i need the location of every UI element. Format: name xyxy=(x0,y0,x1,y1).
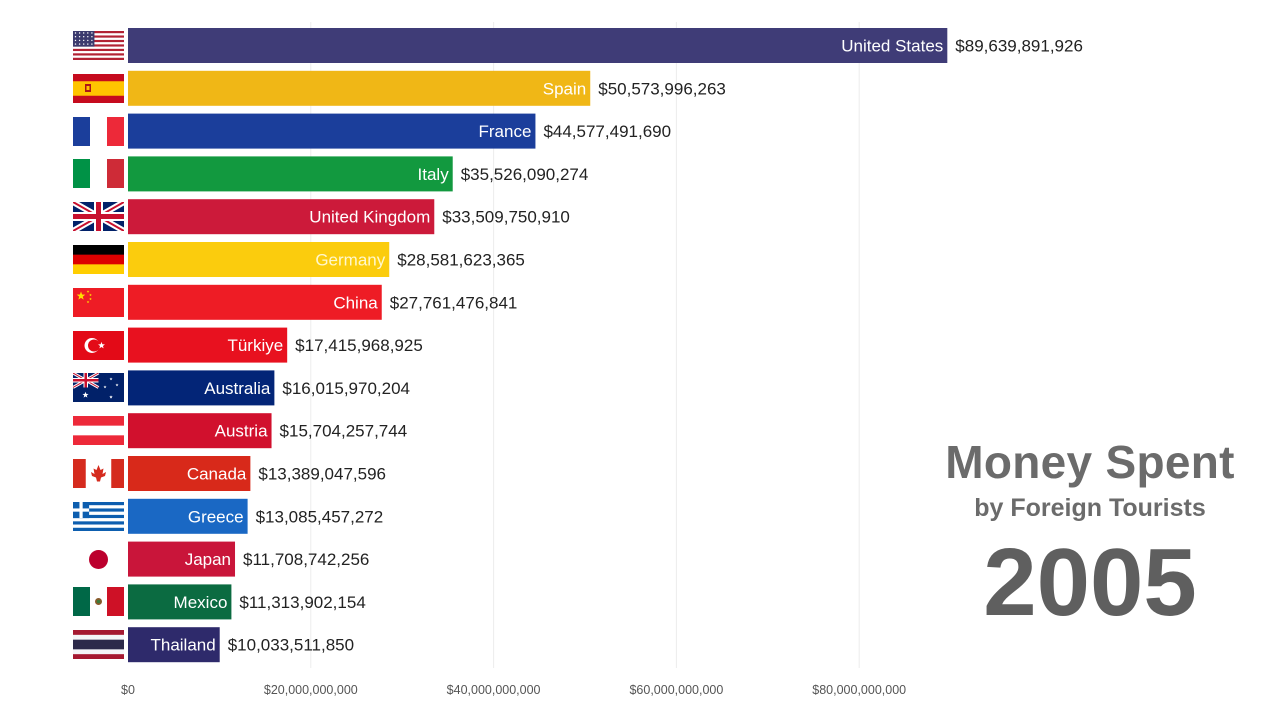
bar-value-label: $44,577,491,690 xyxy=(543,122,671,141)
bar xyxy=(128,28,948,63)
china-flag-icon xyxy=(73,287,124,317)
bar xyxy=(128,242,390,277)
bar xyxy=(128,413,272,449)
bar-value-label: $28,581,623,365 xyxy=(397,251,525,270)
uk-flag-icon xyxy=(73,202,124,232)
x-tick-label: $80,000,000,000 xyxy=(812,683,906,697)
austria-flag-icon xyxy=(73,416,124,446)
bar-value-label: $13,389,047,596 xyxy=(258,465,386,484)
france-flag-icon xyxy=(73,116,124,146)
canada-flag-icon xyxy=(73,459,124,488)
bar xyxy=(128,284,382,320)
year-label: 2005 xyxy=(983,529,1197,636)
bar xyxy=(128,456,251,491)
bar xyxy=(128,113,536,149)
thailand-flag-icon xyxy=(73,630,124,660)
bar-value-label: $50,573,996,263 xyxy=(598,79,726,98)
australia-flag-icon xyxy=(73,373,124,403)
bar-category-label: United States xyxy=(841,37,943,56)
title-block: Money Spent by Foreign Tourists 2005 xyxy=(905,432,1275,638)
bar-category-label: Japan xyxy=(185,550,231,569)
bar-value-label: $89,639,891,926 xyxy=(955,37,1083,56)
japan-flag-icon xyxy=(73,544,124,574)
bar xyxy=(128,156,453,192)
chart-title: Money Spent xyxy=(945,436,1235,488)
bar-value-label: $10,033,511,850 xyxy=(228,636,354,655)
bar-value-label: $13,085,457,272 xyxy=(256,507,384,526)
bar-value-label: $33,509,750,910 xyxy=(442,208,570,227)
bar-value-label: $11,708,742,256 xyxy=(243,550,369,569)
chart-subtitle: by Foreign Tourists xyxy=(974,494,1206,522)
italy-flag-icon xyxy=(73,159,124,189)
bar xyxy=(128,199,435,235)
bar xyxy=(128,584,232,620)
x-tick-label: $40,000,000,000 xyxy=(447,683,541,697)
bar-category-label: China xyxy=(333,293,378,312)
bar-value-label: $35,526,090,274 xyxy=(461,165,589,184)
bar-category-label: France xyxy=(479,122,532,141)
bar-value-label: $11,313,902,154 xyxy=(239,593,365,612)
bar-category-label: Thailand xyxy=(150,636,215,655)
bar-category-label: Germany xyxy=(315,251,385,270)
bar-category-label: Austria xyxy=(215,422,268,441)
bar xyxy=(128,327,288,363)
x-tick-label: $20,000,000,000 xyxy=(264,683,358,697)
bar-value-label: $27,761,476,841 xyxy=(390,293,518,312)
spain-flag-icon xyxy=(73,73,124,103)
bar xyxy=(128,70,591,106)
bar-value-label: $17,415,968,925 xyxy=(295,336,423,355)
bar-category-label: Canada xyxy=(187,465,247,484)
bar-category-label: Italy xyxy=(418,165,450,184)
x-tick-label: $0 xyxy=(121,683,135,697)
bar xyxy=(128,541,236,577)
bar-category-label: Türkiye xyxy=(227,336,283,355)
bar-category-label: United Kingdom xyxy=(309,208,430,227)
germany-flag-icon xyxy=(73,245,124,274)
bar-category-label: Greece xyxy=(188,507,244,526)
bar-value-label: $16,015,970,204 xyxy=(282,379,410,398)
bar xyxy=(128,498,248,534)
bar-category-label: Australia xyxy=(204,379,271,398)
bar-value-label: $15,704,257,744 xyxy=(280,422,408,441)
us-flag-icon xyxy=(73,31,124,60)
bar-category-label: Spain xyxy=(543,79,586,98)
bar xyxy=(128,370,275,406)
mexico-flag-icon xyxy=(73,587,124,617)
x-tick-label: $60,000,000,000 xyxy=(629,683,723,697)
turkiye-flag-icon xyxy=(73,330,124,360)
bar xyxy=(128,627,220,663)
greece-flag-icon xyxy=(73,501,124,531)
bar-category-label: Mexico xyxy=(174,593,228,612)
